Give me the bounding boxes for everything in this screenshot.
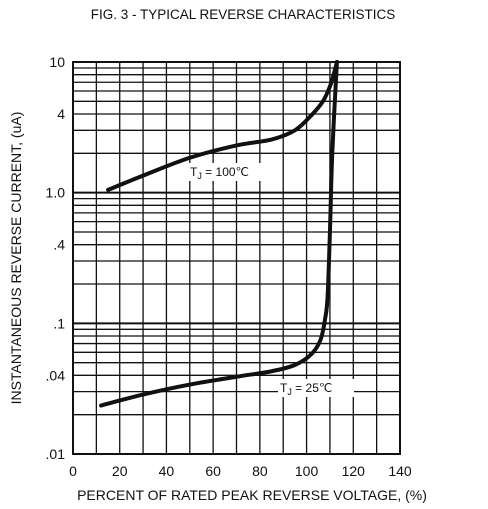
y-tick-label: .1 <box>53 315 65 331</box>
x-tick-label: 20 <box>112 463 128 479</box>
y-axis-label: INSTANTANEOUS REVERSE CURRENT, (uA) <box>8 112 24 405</box>
label-background <box>278 379 354 397</box>
x-tick-label: 100 <box>295 463 319 479</box>
y-tick-labels: .01 .04 .1 .4 1.0 4 10 <box>46 54 66 462</box>
y-tick-label: .04 <box>46 367 66 383</box>
series-line-tj-25 <box>99 60 339 408</box>
label-tj-100: TJ = 100℃ <box>190 165 249 181</box>
x-tick-label: 0 <box>69 463 77 479</box>
y-tick-label: 10 <box>49 54 65 70</box>
y-tick-label: .4 <box>53 237 65 253</box>
y-tick-label: 4 <box>57 106 65 122</box>
plot-frame <box>72 61 401 455</box>
series-layer <box>99 60 339 408</box>
x-tick-label: 80 <box>252 463 268 479</box>
x-tick-label: 40 <box>159 463 175 479</box>
x-tick-labels: 0 20 40 60 80 100 120 140 <box>69 463 412 479</box>
x-tick-label: 140 <box>388 463 412 479</box>
series-annotations: TJ = 100℃ TJ = 25℃ <box>188 163 354 397</box>
grid-major <box>73 191 400 325</box>
grid-minor <box>73 62 400 454</box>
y-tick-label: .01 <box>46 446 66 462</box>
label-background <box>188 163 274 181</box>
x-tick-label: 60 <box>205 463 221 479</box>
series-line-tj-100 <box>106 60 339 192</box>
x-tick-label: 120 <box>342 463 366 479</box>
y-tick-label: 1.0 <box>46 185 66 201</box>
x-axis-label: PERCENT OF RATED PEAK REVERSE VOLTAGE, (… <box>77 487 427 503</box>
label-tj-25: TJ = 25℃ <box>280 381 332 397</box>
chart-title: FIG. 3 - TYPICAL REVERSE CHARACTERISTICS <box>91 7 396 22</box>
